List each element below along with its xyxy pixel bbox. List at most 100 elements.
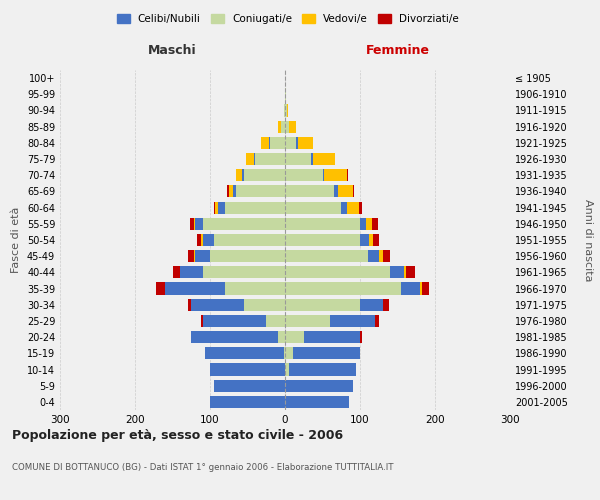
Bar bbox=[285, 169, 323, 181]
Bar bbox=[311, 153, 313, 165]
Bar bbox=[330, 315, 375, 327]
Bar bbox=[401, 282, 420, 294]
Bar bbox=[284, 348, 285, 360]
Bar bbox=[285, 218, 360, 230]
Bar bbox=[233, 186, 236, 198]
Bar bbox=[187, 250, 193, 262]
Bar bbox=[277, 120, 281, 132]
Bar bbox=[227, 186, 229, 198]
Bar bbox=[285, 364, 289, 376]
Bar bbox=[203, 266, 285, 278]
Bar bbox=[266, 315, 285, 327]
Bar bbox=[379, 250, 383, 262]
Bar bbox=[285, 234, 360, 246]
Y-axis label: Fasce di età: Fasce di età bbox=[11, 207, 21, 273]
Bar bbox=[205, 348, 284, 360]
Bar bbox=[313, 153, 335, 165]
Bar bbox=[406, 266, 415, 278]
Bar bbox=[210, 364, 285, 376]
Bar bbox=[210, 396, 285, 408]
Bar bbox=[360, 331, 361, 343]
Bar bbox=[337, 186, 353, 198]
Text: Maschi: Maschi bbox=[148, 44, 197, 57]
Bar bbox=[285, 380, 353, 392]
Text: Anni di nascita: Anni di nascita bbox=[583, 198, 593, 281]
Bar bbox=[383, 298, 389, 311]
Bar bbox=[390, 266, 404, 278]
Bar bbox=[285, 298, 360, 311]
Bar bbox=[285, 137, 296, 149]
Bar bbox=[285, 120, 289, 132]
Bar bbox=[236, 169, 242, 181]
Bar bbox=[285, 348, 293, 360]
Bar bbox=[255, 153, 285, 165]
Bar bbox=[165, 282, 225, 294]
Bar bbox=[173, 266, 180, 278]
Bar bbox=[360, 234, 369, 246]
Bar bbox=[203, 218, 285, 230]
Bar bbox=[203, 315, 266, 327]
Bar bbox=[285, 186, 334, 198]
Bar bbox=[285, 104, 287, 117]
Bar bbox=[218, 202, 225, 213]
Bar bbox=[287, 104, 288, 117]
Bar bbox=[201, 315, 203, 327]
Text: COMUNE DI BOTTANUCO (BG) - Dati ISTAT 1° gennaio 2006 - Elaborazione TUTTITALIA.: COMUNE DI BOTTANUCO (BG) - Dati ISTAT 1°… bbox=[12, 464, 394, 472]
Bar bbox=[195, 250, 210, 262]
Bar bbox=[281, 120, 285, 132]
Bar bbox=[420, 282, 421, 294]
Bar bbox=[341, 202, 347, 213]
Bar bbox=[261, 137, 269, 149]
Bar bbox=[353, 186, 354, 198]
Bar bbox=[285, 331, 304, 343]
Bar bbox=[229, 186, 233, 198]
Bar bbox=[347, 202, 359, 213]
Bar bbox=[360, 298, 383, 311]
Bar bbox=[285, 266, 390, 278]
Bar bbox=[156, 282, 165, 294]
Bar bbox=[369, 234, 373, 246]
Bar bbox=[347, 169, 348, 181]
Bar bbox=[285, 153, 311, 165]
Text: Femmine: Femmine bbox=[365, 44, 430, 57]
Legend: Celibi/Nubili, Coniugati/e, Vedovi/e, Divorziati/e: Celibi/Nubili, Coniugati/e, Vedovi/e, Di… bbox=[113, 10, 463, 29]
Bar bbox=[285, 88, 286, 101]
Bar bbox=[285, 202, 341, 213]
Bar bbox=[293, 348, 360, 360]
Bar bbox=[214, 234, 285, 246]
Bar bbox=[285, 315, 330, 327]
Bar bbox=[359, 202, 362, 213]
Bar bbox=[244, 169, 285, 181]
Bar bbox=[187, 298, 191, 311]
Bar bbox=[289, 364, 356, 376]
Bar bbox=[195, 218, 203, 230]
Bar bbox=[277, 331, 285, 343]
Bar bbox=[366, 218, 372, 230]
Bar bbox=[285, 396, 349, 408]
Bar bbox=[269, 137, 270, 149]
Bar bbox=[236, 186, 285, 198]
Bar bbox=[285, 250, 367, 262]
Bar bbox=[225, 282, 285, 294]
Bar bbox=[334, 186, 337, 198]
Bar bbox=[373, 234, 379, 246]
Bar bbox=[421, 282, 429, 294]
Bar bbox=[304, 331, 360, 343]
Bar bbox=[404, 266, 406, 278]
Bar bbox=[190, 218, 193, 230]
Text: Popolazione per età, sesso e stato civile - 2006: Popolazione per età, sesso e stato civil… bbox=[12, 430, 343, 442]
Bar bbox=[375, 315, 379, 327]
Bar bbox=[214, 202, 215, 213]
Bar bbox=[225, 202, 285, 213]
Bar bbox=[285, 282, 401, 294]
Bar bbox=[197, 234, 201, 246]
Bar bbox=[203, 234, 214, 246]
Bar bbox=[270, 137, 285, 149]
Bar bbox=[201, 234, 203, 246]
Bar bbox=[324, 169, 347, 181]
Bar bbox=[191, 331, 277, 343]
Bar bbox=[193, 218, 195, 230]
Bar bbox=[244, 298, 285, 311]
Bar bbox=[180, 266, 203, 278]
Bar bbox=[193, 250, 195, 262]
